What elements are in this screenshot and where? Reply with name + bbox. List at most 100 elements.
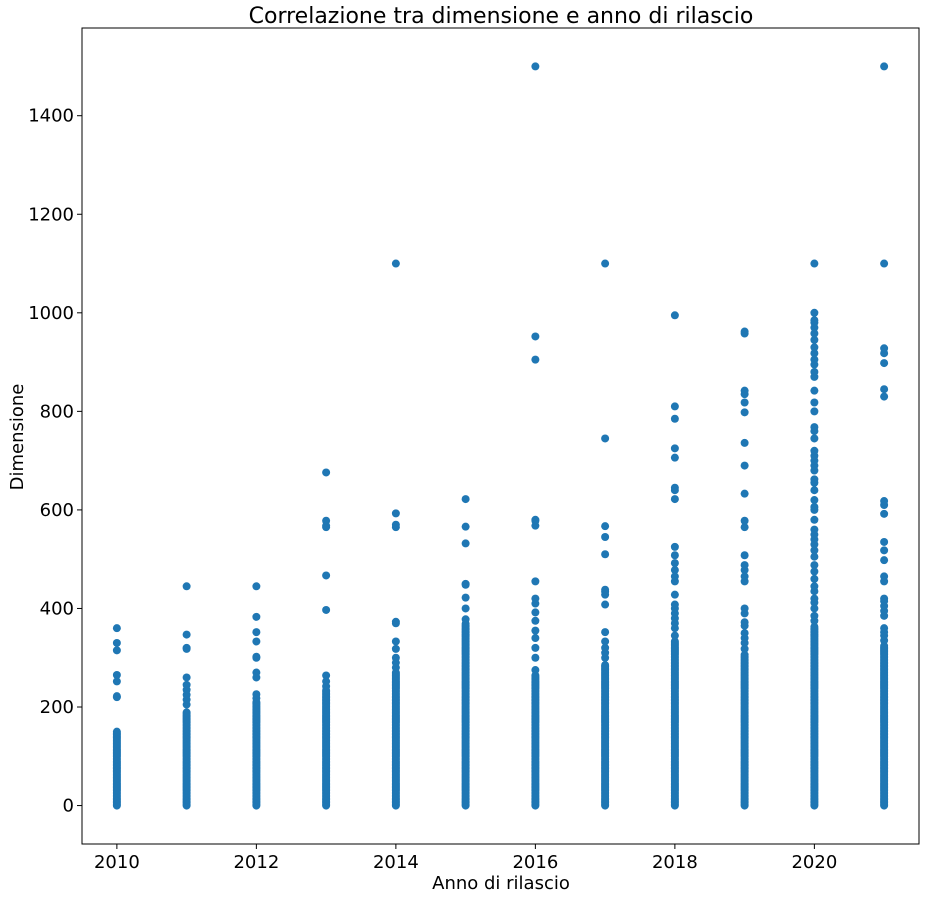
data-point <box>880 392 889 401</box>
data-point <box>670 311 679 320</box>
data-point <box>810 604 819 613</box>
x-axis-ticks: 2010 2012 2014 2016 2018 2020 <box>94 844 837 873</box>
data-point <box>531 666 540 675</box>
data-point <box>531 62 540 71</box>
data-point <box>880 62 889 71</box>
dense-points-2017 <box>601 661 610 810</box>
data-point <box>461 522 470 531</box>
dense-points-2020 <box>810 622 819 810</box>
data-point <box>670 453 679 462</box>
data-point <box>810 259 819 268</box>
y-tick-label: 400 <box>40 598 74 619</box>
data-point <box>810 446 819 455</box>
data-point <box>880 556 889 565</box>
y-tick-label: 200 <box>40 697 74 718</box>
data-point <box>810 386 819 395</box>
data-point <box>670 637 679 646</box>
data-point <box>461 604 470 613</box>
data-point <box>391 644 400 653</box>
data-point <box>391 637 400 646</box>
data-point <box>880 594 889 603</box>
data-point <box>112 677 121 686</box>
data-point <box>880 537 889 546</box>
y-tick-label: 1400 <box>28 106 74 127</box>
data-point <box>601 533 610 542</box>
data-point <box>252 690 261 699</box>
data-point <box>252 652 261 661</box>
data-point <box>810 355 819 364</box>
data-point <box>740 408 749 417</box>
data-point <box>322 516 331 525</box>
data-point <box>182 643 191 652</box>
data-point <box>322 571 331 580</box>
x-tick-label: 2012 <box>233 852 279 873</box>
y-tick-label: 1200 <box>28 204 74 225</box>
data-point <box>322 677 331 686</box>
data-point <box>112 646 121 655</box>
data-point <box>182 680 191 689</box>
data-point <box>252 637 261 646</box>
dense-points-2021 <box>880 641 889 810</box>
data-point <box>740 438 749 447</box>
x-tick-label: 2010 <box>94 852 140 873</box>
data-point <box>740 604 749 613</box>
x-tick-label: 2014 <box>373 852 419 873</box>
data-point <box>112 692 121 701</box>
data-point <box>670 559 679 568</box>
data-point <box>182 582 191 591</box>
x-tick-label: 2016 <box>512 852 558 873</box>
data-point <box>810 398 819 407</box>
x-tick-label: 2020 <box>791 852 837 873</box>
data-point <box>531 634 540 643</box>
data-point <box>601 522 610 531</box>
data-point <box>531 515 540 524</box>
data-point <box>601 550 610 559</box>
data-point <box>670 542 679 551</box>
data-point <box>461 579 470 588</box>
data-point <box>670 414 679 423</box>
data-point <box>880 344 889 353</box>
data-point <box>810 622 819 631</box>
data-point <box>740 551 749 560</box>
data-point <box>810 343 819 352</box>
data-point <box>810 335 819 344</box>
data-point <box>810 486 819 495</box>
data-point <box>601 259 610 268</box>
data-point <box>810 308 819 317</box>
data-point <box>670 495 679 504</box>
data-point <box>810 329 819 338</box>
data-point <box>880 624 889 633</box>
data-point <box>670 483 679 492</box>
dense-points-2014 <box>391 668 400 810</box>
data-point <box>810 475 819 484</box>
data-point <box>461 539 470 548</box>
data-point <box>880 546 889 555</box>
data-point <box>670 600 679 609</box>
dense-points-2015 <box>461 619 470 810</box>
data-point <box>810 367 819 376</box>
data-point <box>531 355 540 364</box>
dense-points-2011 <box>182 708 191 810</box>
data-point <box>740 561 749 570</box>
data-point <box>531 616 540 625</box>
data-point <box>531 577 540 586</box>
y-tick-label: 1000 <box>28 303 74 324</box>
data-point <box>531 643 540 652</box>
data-point <box>810 502 819 511</box>
data-point <box>670 631 679 640</box>
data-point <box>740 489 749 498</box>
data-point <box>810 574 819 583</box>
data-point <box>810 496 819 505</box>
data-point <box>531 332 540 341</box>
data-point <box>391 653 400 662</box>
y-tick-label: 600 <box>40 500 74 521</box>
data-point <box>810 316 819 325</box>
data-point <box>531 653 540 662</box>
data-point <box>322 468 331 477</box>
data-point <box>252 628 261 637</box>
data-point <box>531 594 540 603</box>
data-point <box>531 626 540 635</box>
data-point <box>391 520 400 529</box>
data-point <box>810 434 819 443</box>
data-point <box>182 673 191 682</box>
